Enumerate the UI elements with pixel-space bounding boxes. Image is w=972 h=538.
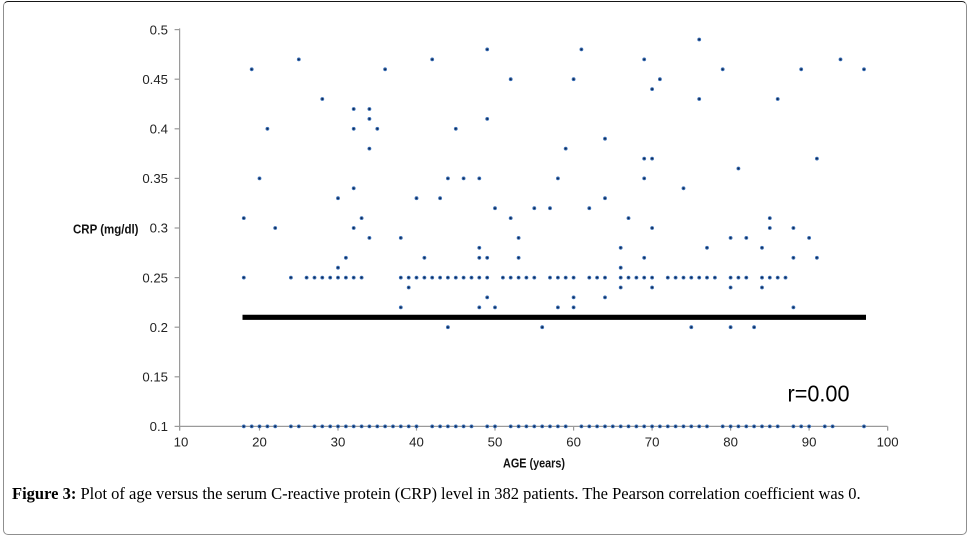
svg-text:0.2: 0.2	[150, 320, 168, 335]
svg-text:AGE (years): AGE (years)	[503, 455, 565, 470]
svg-text:10: 10	[174, 435, 189, 450]
svg-text:20: 20	[252, 435, 267, 450]
svg-text:0.35: 0.35	[142, 171, 168, 186]
svg-text:0.15: 0.15	[142, 370, 168, 385]
svg-text:60: 60	[566, 435, 581, 450]
svg-text:70: 70	[645, 435, 660, 450]
svg-text:0.45: 0.45	[142, 72, 168, 87]
svg-text:0.3: 0.3	[150, 221, 168, 236]
svg-text:100: 100	[877, 435, 899, 450]
svg-text:80: 80	[723, 435, 738, 450]
svg-text:40: 40	[409, 435, 424, 450]
svg-text:0.25: 0.25	[142, 270, 168, 285]
svg-text:0.5: 0.5	[150, 22, 168, 37]
svg-text:CRP (mg/dl): CRP (mg/dl)	[73, 221, 139, 236]
svg-text:0.1: 0.1	[150, 419, 168, 434]
svg-text:50: 50	[488, 435, 503, 450]
svg-text:30: 30	[331, 435, 346, 450]
svg-text:90: 90	[802, 435, 817, 450]
svg-text:0.4: 0.4	[150, 122, 168, 137]
svg-text:r=0.00: r=0.00	[788, 380, 850, 406]
